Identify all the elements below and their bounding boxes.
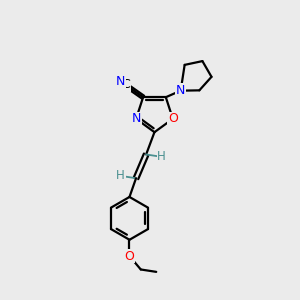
Text: N: N <box>116 75 125 88</box>
Text: N: N <box>176 84 185 97</box>
Text: O: O <box>124 250 134 262</box>
Text: O: O <box>168 112 178 125</box>
Text: N: N <box>131 112 141 125</box>
Text: H: H <box>116 169 125 182</box>
Text: H: H <box>157 150 166 163</box>
Text: C: C <box>121 78 130 92</box>
